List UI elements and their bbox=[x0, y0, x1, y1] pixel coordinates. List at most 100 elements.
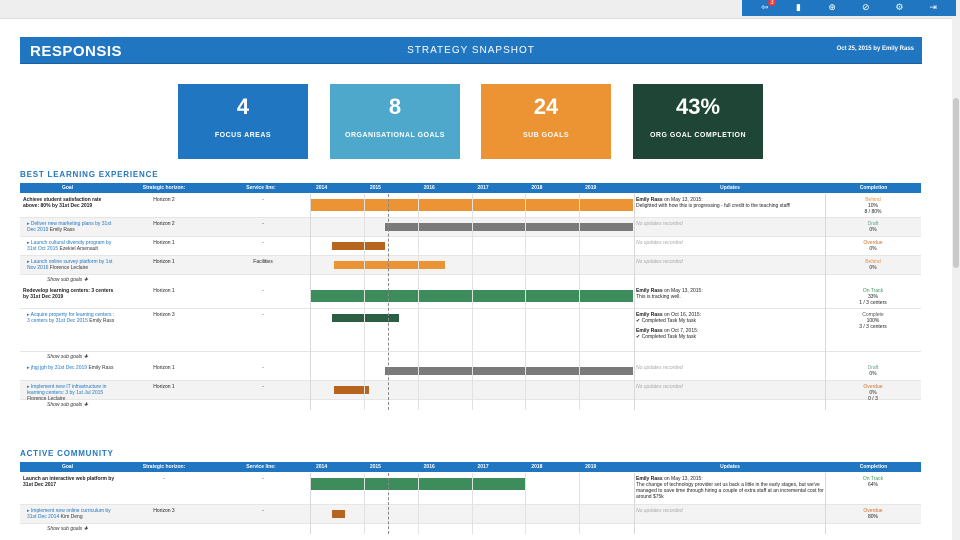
status-label: Overdue bbox=[863, 240, 883, 246]
help-icon[interactable]: ⊕ bbox=[828, 3, 836, 13]
sub-goal-owner: Emily Rass bbox=[88, 365, 114, 371]
column-header-service: Service line: bbox=[246, 185, 276, 191]
completion-value: 0% bbox=[869, 371, 877, 377]
completion-value: 3 / 3 centers bbox=[859, 324, 887, 330]
kpi-label: SUB GOALS bbox=[522, 132, 570, 139]
today-marker bbox=[388, 194, 390, 410]
column-header-horizon: Strategic horizon: bbox=[142, 464, 186, 470]
sub-goal-row[interactable]: ▸ Acquire property for learning centers … bbox=[20, 309, 921, 352]
section-title: ACTIVE COMMUNITY bbox=[20, 449, 114, 458]
column-header-goal: Goal bbox=[61, 464, 74, 470]
kpi-label: ORGANISATIONAL GOALS bbox=[345, 132, 445, 139]
sub-goal-title[interactable]: ▸ Launch cultural diversity program by 3… bbox=[27, 240, 117, 252]
show-sub-goals-link[interactable]: Show sub goals ✚ bbox=[47, 277, 88, 283]
timeline-bar[interactable] bbox=[385, 367, 633, 375]
sub-goal-link[interactable]: ▸ Implement new online curriculum by 31s… bbox=[27, 508, 111, 520]
sub-goal-link[interactable]: ▸ jhgj jgh by 31st Dec 2019 bbox=[27, 365, 89, 371]
goal-title[interactable]: Redevelop learning centers: 3 centers by… bbox=[23, 288, 114, 300]
completion-cell: Overdue 0% bbox=[825, 240, 921, 252]
update-date: on Oct 16, 2015: bbox=[662, 312, 702, 318]
sub-goal-title[interactable]: ▸ Acquire property for learning centers … bbox=[27, 312, 117, 324]
year-gridline bbox=[579, 194, 581, 410]
updates-cell: No updates recorded bbox=[636, 259, 826, 265]
status-label: Behind bbox=[865, 259, 881, 265]
updates-cell: No updates recorded bbox=[636, 240, 826, 246]
kpi-card[interactable]: 24 SUB GOALS bbox=[481, 84, 611, 159]
sub-goal-title[interactable]: ▸ Implement new online curriculum by 31s… bbox=[27, 508, 117, 520]
scrollbar[interactable] bbox=[952, 18, 960, 540]
service-line: - bbox=[262, 240, 264, 246]
notifications-icon[interactable]: ⇦ 3 bbox=[761, 0, 776, 13]
no-updates-text: No updates recorded bbox=[636, 384, 683, 390]
update-date: on May 13, 2015: bbox=[662, 197, 703, 203]
timeline-bar[interactable] bbox=[385, 223, 633, 231]
service-line: - bbox=[262, 384, 264, 390]
sub-goal-title[interactable]: ▸ Implement new IT infrastructure in lea… bbox=[27, 384, 117, 402]
sub-goal-title[interactable]: ▸ Launch online survey platform by 1st N… bbox=[27, 259, 117, 271]
completion-value: 10% bbox=[867, 203, 878, 209]
sub-goal-link[interactable]: ▸ Implement new IT infrastructure in lea… bbox=[27, 384, 107, 396]
goal-row[interactable]: Achieve student satisfaction rate above:… bbox=[20, 194, 921, 218]
show-sub-goals-link[interactable]: Show sub goals ✚ bbox=[47, 526, 88, 532]
sub-goal-link[interactable]: ▸ Launch online survey platform by 1st N… bbox=[27, 259, 113, 271]
update-author: Emily Rass bbox=[636, 328, 663, 334]
goal-title[interactable]: Achieve student satisfaction rate above:… bbox=[23, 197, 102, 209]
show-sub-goals-link[interactable]: Show sub goals ✚ bbox=[47, 354, 88, 360]
sub-goal-row[interactable]: ▸ Implement new IT infrastructure in lea… bbox=[20, 381, 921, 402]
status-label: Behind bbox=[865, 197, 881, 203]
kpi-card[interactable]: 4 FOCUS AREAS bbox=[178, 84, 308, 159]
scrollbar-thumb[interactable] bbox=[953, 98, 959, 268]
service-line: - bbox=[262, 288, 264, 294]
sub-goal-link[interactable]: ▸ Acquire property for learning centers … bbox=[27, 312, 115, 324]
kpi-card[interactable]: 8 ORGANISATIONAL GOALS bbox=[330, 84, 460, 159]
show-sub-goals-row: Show sub goals ✚ bbox=[20, 400, 921, 410]
timeline-bar[interactable] bbox=[331, 314, 399, 322]
sub-goal-row[interactable]: ▸ Launch online survey platform by 1st N… bbox=[20, 256, 921, 275]
notification-count-badge: 3 bbox=[768, 0, 776, 6]
sub-goal-row[interactable]: ▸ Implement new online curriculum by 31s… bbox=[20, 505, 921, 524]
update-entry: Emily Rass on May 13, 2015: This is track… bbox=[636, 288, 826, 300]
timeline-bar[interactable] bbox=[334, 386, 370, 394]
logout-icon[interactable]: ⇥ bbox=[929, 3, 937, 13]
sub-goal-title[interactable]: ▸ Deliver new marketing plans by 31st De… bbox=[27, 221, 117, 233]
strategic-horizon: Horizon 1 bbox=[153, 365, 175, 371]
column-header-goal: Goal bbox=[61, 185, 74, 191]
strategic-horizon: Horizon 1 bbox=[153, 384, 175, 390]
year-gridline bbox=[525, 194, 527, 410]
completion-cell: Draft 0% bbox=[825, 221, 921, 233]
sub-goal-link[interactable]: ▸ Launch cultural diversity program by 3… bbox=[27, 240, 112, 252]
timeline-bar[interactable] bbox=[331, 242, 386, 250]
sub-goal-link[interactable]: ▸ Deliver new marketing plans by 31st De… bbox=[27, 221, 112, 233]
update-author: Emily Rass bbox=[636, 476, 663, 482]
page-canvas bbox=[0, 18, 952, 540]
updates-cell: No updates recorded bbox=[636, 365, 826, 371]
compass-icon[interactable]: ⊘ bbox=[862, 3, 870, 13]
timeline-bar[interactable] bbox=[334, 261, 445, 269]
completion-cell: Overdue 80% bbox=[825, 508, 921, 520]
book-icon[interactable]: ▮ bbox=[796, 3, 801, 13]
strategic-horizon: Horizon 1 bbox=[153, 288, 175, 294]
goal-row[interactable]: Redevelop learning centers: 3 centers by… bbox=[20, 285, 921, 309]
goal-title[interactable]: Launch an interactive web platform by 31… bbox=[23, 476, 115, 488]
year-gridline bbox=[471, 473, 473, 534]
gear-icon[interactable]: ⚙ bbox=[895, 3, 904, 13]
responsis-logo[interactable]: RESPONSIS bbox=[30, 43, 123, 60]
top-toolbar: ⇦ 3 ▮ ⊕ ⊘ ⚙ ⇥ bbox=[742, 0, 956, 16]
completion-value: 0% bbox=[869, 246, 877, 252]
kpi-card[interactable]: 43% ORG GOAL COMPLETION bbox=[633, 84, 763, 159]
update-entry: Emily Rass on Oct 16, 2015: ✔ Completed T… bbox=[636, 312, 826, 324]
completion-cell: Complete 100% 3 / 3 centers bbox=[825, 312, 921, 330]
update-author: Emily Rass bbox=[636, 288, 663, 294]
goal-row[interactable]: Launch an interactive web platform by 31… bbox=[20, 473, 921, 505]
sub-goal-row[interactable]: ▸ Deliver new marketing plans by 31st De… bbox=[20, 218, 921, 237]
timeline-bar[interactable] bbox=[331, 510, 345, 518]
sub-goal-title[interactable]: ▸ jhgj jgh by 31st Dec 2019 Emily Rass bbox=[27, 365, 117, 371]
show-sub-goals-link[interactable]: Show sub goals ✚ bbox=[47, 402, 88, 408]
strategic-horizon: - bbox=[163, 476, 165, 482]
sub-goal-row[interactable]: ▸ Launch cultural diversity program by 3… bbox=[20, 237, 921, 256]
completion-value: 100% bbox=[866, 318, 880, 324]
sub-goal-row[interactable]: ▸ jhgj jgh by 31st Dec 2019 Emily Rass Ho… bbox=[20, 362, 921, 381]
report-header: RESPONSIS STRATEGY SNAPSHOT Oct 25, 2015… bbox=[20, 37, 922, 64]
completion-cell: On Track 64% bbox=[825, 476, 921, 488]
completion-value: 0% bbox=[869, 227, 877, 233]
